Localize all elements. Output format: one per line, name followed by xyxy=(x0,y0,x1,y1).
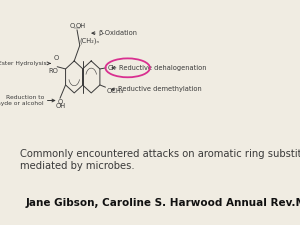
Text: Cl: Cl xyxy=(107,65,114,71)
Text: O: O xyxy=(53,55,58,61)
Text: β-Oxidation: β-Oxidation xyxy=(98,30,137,36)
Text: Reduction to
aldehyde or alcohol: Reduction to aldehyde or alcohol xyxy=(0,95,44,106)
Text: Jane Gibson, Caroline S. Harwood Annual Rev.Microbiol. 2002: Jane Gibson, Caroline S. Harwood Annual … xyxy=(26,198,300,208)
Text: (CH₂)ₙ: (CH₂)ₙ xyxy=(79,38,99,44)
Text: Reductive dehalogenation: Reductive dehalogenation xyxy=(119,65,207,71)
Text: O: O xyxy=(58,99,63,105)
Text: RO: RO xyxy=(48,68,58,74)
Text: OH: OH xyxy=(56,103,66,109)
Text: O: O xyxy=(70,23,75,29)
Text: OH: OH xyxy=(75,23,85,29)
Text: Ester Hydrolysis: Ester Hydrolysis xyxy=(0,61,46,66)
Text: OCH₃: OCH₃ xyxy=(106,88,124,94)
Text: Commonly encountered attacks on aromatic ring substituents that are
mediated by : Commonly encountered attacks on aromatic… xyxy=(20,149,300,171)
Text: Reductive demethylation: Reductive demethylation xyxy=(118,86,202,92)
